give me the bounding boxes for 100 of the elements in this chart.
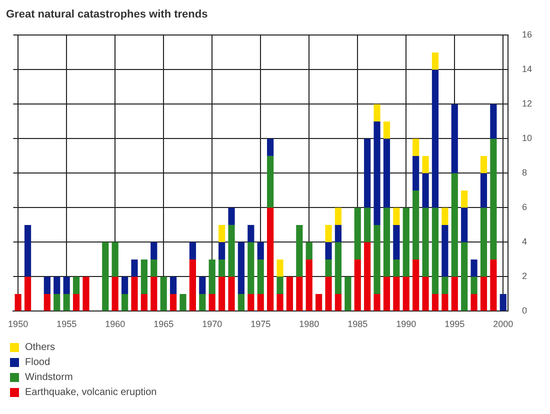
bar: [354, 208, 361, 260]
bar: [121, 276, 128, 294]
x-tick-label: 1975: [250, 319, 271, 330]
bar: [383, 276, 390, 311]
bar: [461, 190, 468, 208]
y-tick-label: 6: [522, 202, 528, 212]
bar: [470, 294, 478, 311]
bar: [470, 259, 478, 277]
bar: [286, 276, 294, 311]
bar: [257, 259, 264, 294]
bar: [490, 104, 497, 139]
legend-label: Windstorm: [25, 372, 73, 383]
y-tick-label: 8: [522, 168, 528, 178]
bar: [364, 208, 371, 242]
bar: [480, 276, 488, 311]
bar: [325, 276, 332, 311]
bar: [364, 138, 371, 208]
bar: [442, 276, 448, 294]
bar: [374, 121, 380, 225]
bar: [218, 259, 226, 277]
bar: [442, 294, 448, 311]
bar: [218, 224, 226, 242]
bar: [131, 259, 138, 277]
bar: [228, 276, 235, 311]
bar: [334, 242, 342, 294]
bar: [131, 276, 138, 311]
chart-title: Great natural catastrophes with trends: [6, 8, 208, 21]
bar: [325, 224, 332, 242]
x-tick-label: 1950: [8, 319, 28, 330]
bar: [112, 242, 118, 277]
bar: [150, 242, 158, 260]
y-tick-label: 16: [522, 30, 532, 40]
x-tick-label: 1960: [105, 319, 126, 330]
bar: [296, 224, 303, 277]
y-tick-label: 4: [522, 236, 528, 247]
bar: [480, 173, 488, 208]
bar: [228, 208, 235, 225]
bar: [461, 208, 468, 242]
bar: [383, 121, 390, 139]
bar: [140, 259, 148, 294]
legend-label: Flood: [25, 357, 50, 368]
bar: [218, 276, 226, 311]
x-tick-label: 1985: [348, 319, 368, 330]
bar: [374, 224, 380, 294]
bar: [248, 294, 254, 311]
bar: [170, 294, 177, 311]
bar: [238, 294, 244, 311]
bar: [82, 276, 90, 311]
bar: [112, 276, 118, 311]
bar: [412, 156, 420, 190]
bar: [276, 259, 284, 277]
x-tick-label: 1965: [154, 319, 174, 330]
bar: [140, 294, 148, 311]
bar: [422, 156, 429, 174]
bar: [432, 52, 439, 70]
bar: [442, 224, 448, 277]
x-tick-label: 1990: [396, 319, 416, 330]
bar: [451, 104, 458, 174]
bar: [412, 259, 420, 311]
bar: [228, 224, 235, 277]
bar: [24, 276, 32, 311]
bar: [393, 259, 400, 277]
bar: [364, 242, 371, 311]
bar: [334, 224, 342, 242]
bar: [402, 276, 410, 311]
bar: [150, 276, 158, 311]
bar: [257, 242, 264, 260]
bar: [334, 294, 342, 311]
bar: [490, 138, 497, 260]
legend-label: Earthquake, volcanic eruption: [25, 387, 157, 398]
bar: [480, 156, 488, 174]
bar: [150, 259, 158, 277]
bar: [63, 294, 70, 311]
bar: [422, 208, 429, 277]
x-tick-label: 2000: [493, 319, 514, 330]
bar: [461, 242, 468, 311]
x-tick-label: 1995: [444, 319, 465, 330]
bar: [160, 276, 167, 311]
bar: [306, 242, 312, 260]
bar: [344, 276, 352, 311]
bar: [199, 294, 206, 311]
bar: [490, 259, 497, 311]
bar: [432, 70, 439, 208]
bar: [276, 276, 284, 294]
bar: [374, 104, 380, 122]
bar: [354, 259, 361, 311]
bar: [102, 242, 109, 311]
bar: [500, 294, 506, 311]
bar: [422, 173, 429, 208]
bar: [267, 138, 274, 156]
bar: [267, 156, 274, 208]
bar: [432, 294, 439, 311]
x-tick-label: 1955: [56, 319, 77, 330]
bar: [248, 242, 254, 294]
bar: [276, 294, 284, 311]
bar: [316, 294, 322, 311]
bar: [257, 294, 264, 311]
y-tick-label: 2: [522, 271, 528, 282]
bar: [24, 224, 32, 277]
bar: [208, 259, 216, 294]
